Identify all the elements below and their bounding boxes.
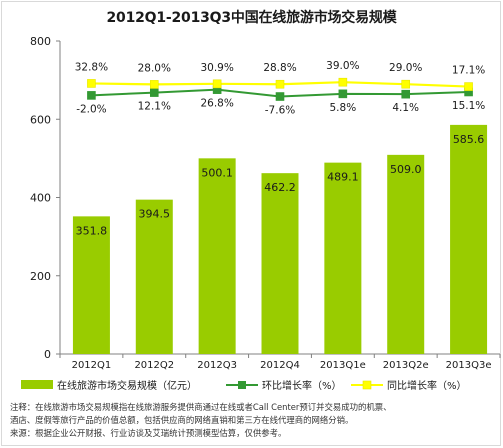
bar (387, 154, 425, 354)
bar (450, 124, 488, 354)
bar (324, 162, 362, 354)
bar (261, 173, 299, 354)
yoy-value-label: 29.0% (389, 62, 422, 74)
yoy-value-label: 28.0% (138, 62, 171, 74)
yoy-growth-marker (401, 79, 411, 89)
bar (72, 216, 110, 354)
bar-value-label: 462.2 (264, 181, 296, 194)
mom-value-label: 26.8% (200, 98, 233, 110)
y-tick-label: 0 (44, 348, 51, 361)
mom-growth-marker (87, 91, 96, 100)
x-tick-label: 2013Q2e (383, 360, 429, 371)
yoy-growth-marker (212, 79, 222, 89)
yoy-growth-marker (87, 79, 96, 88)
mom-growth-marker (149, 88, 159, 97)
yoy-value-label: 17.1% (452, 65, 485, 77)
yoy-value-label: 32.8% (75, 61, 108, 73)
y-tick-label: 800 (30, 35, 51, 48)
x-tick-label: 2012Q2 (134, 360, 174, 371)
mom-value-label: 4.1% (392, 102, 419, 114)
y-tick-label: 400 (30, 192, 51, 205)
legend-label-yoy: 同比增长率（%） (387, 379, 467, 392)
note-line-1: 注释：在线旅游市场交易规模指在线旅游服务提供商通过在线或者Call Center… (10, 402, 392, 412)
yoy-value-label: 28.8% (263, 62, 296, 74)
mom-growth-marker (401, 89, 411, 99)
chart-title: 2012Q1-2013Q3中国在线旅游市场交易规模 (106, 10, 397, 26)
x-tick-label: 2012Q1 (72, 360, 112, 371)
bar (135, 199, 173, 354)
legend-label-mom: 环比增长率（%） (262, 379, 342, 392)
bar (198, 158, 236, 354)
mom-growth-marker (275, 92, 285, 101)
yoy-growth-marker (338, 77, 348, 87)
yoy-value-label: 30.9% (200, 62, 233, 74)
x-tick-label: 2013Q1e (320, 360, 366, 371)
mom-growth-marker (338, 89, 348, 99)
mom-value-label: 12.1% (138, 101, 171, 113)
mom-value-label: 15.1% (452, 100, 485, 112)
yoy-growth-marker (275, 79, 285, 89)
y-tick-label: 600 (30, 113, 51, 126)
note-line-3: 来源：根据企业公开财报、行业访谈及艾瑞统计预测模型估算，仅供参考。 (10, 428, 287, 438)
yoy-growth-marker (464, 82, 473, 91)
bar-value-label: 489.1 (327, 171, 359, 184)
legend-swatch-yoy-marker (362, 380, 372, 390)
bar-value-label: 509.0 (390, 163, 422, 176)
bar-value-label: 500.1 (201, 166, 233, 179)
mom-value-label: -7.6% (265, 105, 295, 117)
yoy-value-label: 39.0% (326, 60, 359, 72)
x-tick-label: 2013Q3e (446, 360, 492, 371)
legend-label-bar: 在线旅游市场交易规模（亿元） (57, 379, 197, 392)
bar-value-label: 351.8 (76, 224, 108, 237)
bar-value-label: 394.5 (139, 208, 171, 221)
x-tick-label: 2012Q3 (197, 360, 237, 371)
x-tick-label: 2012Q4 (260, 360, 300, 371)
legend-swatch-bar (21, 380, 53, 389)
bar-value-label: 585.6 (453, 133, 485, 146)
legend-swatch-mom-marker (238, 381, 246, 389)
yoy-growth-marker (149, 80, 159, 89)
mom-value-label: -2.0% (76, 103, 106, 115)
note-line-2: 酒店、度假等旅行产品的价值总额，包括供应商的网络直销和第三方在线代理商的网络分销… (10, 415, 354, 425)
mom-value-label: 5.8% (330, 102, 357, 114)
y-tick-label: 200 (30, 270, 51, 283)
